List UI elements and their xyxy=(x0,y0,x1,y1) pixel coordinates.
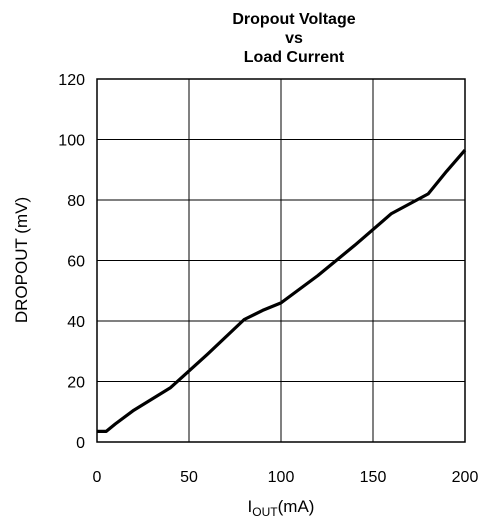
x-axis-label-main: I xyxy=(248,497,253,516)
y-axis-label: DROPOUT (mV) xyxy=(12,197,31,323)
gridlines xyxy=(97,79,465,442)
x-tick-label: 200 xyxy=(452,469,479,486)
data-series xyxy=(96,149,467,433)
x-axis-label: IOUT(mA) xyxy=(248,497,315,519)
y-tick-label: 20 xyxy=(67,375,85,392)
y-tick-label: 40 xyxy=(67,314,85,331)
y-tick-label: 0 xyxy=(76,435,85,452)
y-tick-labels: 0 20 40 60 80 100 120 xyxy=(58,72,85,452)
chart-title-line-2: vs xyxy=(285,30,303,47)
x-axis-label-unit: (mA) xyxy=(278,497,315,516)
x-tick-label: 150 xyxy=(360,469,387,486)
y-tick-label: 120 xyxy=(58,72,85,89)
y-tick-label: 60 xyxy=(67,254,85,271)
chart-title-line-3: Load Current xyxy=(244,49,345,66)
x-tick-label: 0 xyxy=(93,469,102,486)
chart-title-line-1: Dropout Voltage xyxy=(232,11,355,28)
x-axis-label-subscript: OUT xyxy=(252,505,278,519)
x-tick-label: 50 xyxy=(180,469,198,486)
x-tick-labels: 0 50 100 150 200 xyxy=(93,469,479,486)
y-tick-label: 80 xyxy=(67,193,85,210)
series-line xyxy=(97,149,467,433)
chart-title: Dropout Voltage vs Load Current xyxy=(232,11,355,66)
y-tick-label: 100 xyxy=(58,133,85,150)
x-tick-label: 100 xyxy=(268,469,295,486)
plot-frame xyxy=(96,78,466,443)
